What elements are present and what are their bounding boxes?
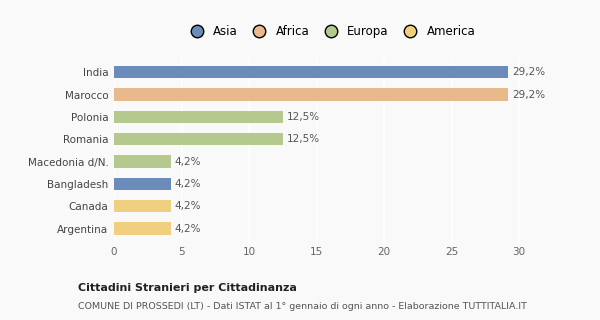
Text: 4,2%: 4,2% [175,224,201,234]
Bar [114,66,508,78]
Bar [114,111,283,123]
Text: 12,5%: 12,5% [287,134,320,144]
Bar [114,222,170,235]
Text: 12,5%: 12,5% [287,112,320,122]
Text: Cittadini Stranieri per Cittadinanza: Cittadini Stranieri per Cittadinanza [78,283,297,293]
Bar [114,178,170,190]
Text: 29,2%: 29,2% [512,67,545,77]
Bar [114,156,170,168]
Bar [114,133,283,145]
Text: COMUNE DI PROSSEDI (LT) - Dati ISTAT al 1° gennaio di ogni anno - Elaborazione T: COMUNE DI PROSSEDI (LT) - Dati ISTAT al … [78,302,527,311]
Legend: Asia, Africa, Europa, America: Asia, Africa, Europa, America [182,23,478,40]
Bar [114,88,508,101]
Text: 29,2%: 29,2% [512,90,545,100]
Text: 4,2%: 4,2% [175,179,201,189]
Text: 4,2%: 4,2% [175,201,201,211]
Text: 4,2%: 4,2% [175,156,201,167]
Bar [114,200,170,212]
